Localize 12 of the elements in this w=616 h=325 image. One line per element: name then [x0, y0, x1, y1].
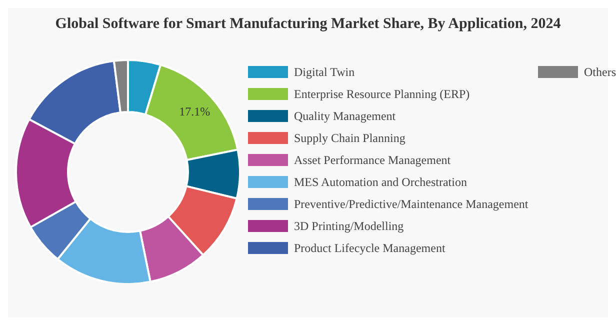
data-label: 17.1%	[179, 104, 210, 118]
chart-title: Global Software for Smart Manufacturing Market Share, By Application, 2024	[54, 16, 562, 33]
legend-label: Preventive/Predictive/Maintenance Management	[294, 196, 528, 212]
legend-label: Asset Performance Management	[294, 152, 451, 168]
legend-label: Enterprise Resource Planning (ERP)	[294, 86, 470, 102]
legend-label: Digital Twin	[294, 64, 355, 80]
legend-label: Supply Chain Planning	[294, 130, 406, 146]
legend-label: Product Lifecycle Management	[294, 240, 446, 256]
legend-label: 3D Printing/Modelling	[294, 218, 404, 234]
legend-label: Quality Management	[294, 108, 396, 124]
legend-label: MES Automation and Orchestration	[294, 174, 467, 190]
legend-label: Others	[584, 64, 616, 80]
